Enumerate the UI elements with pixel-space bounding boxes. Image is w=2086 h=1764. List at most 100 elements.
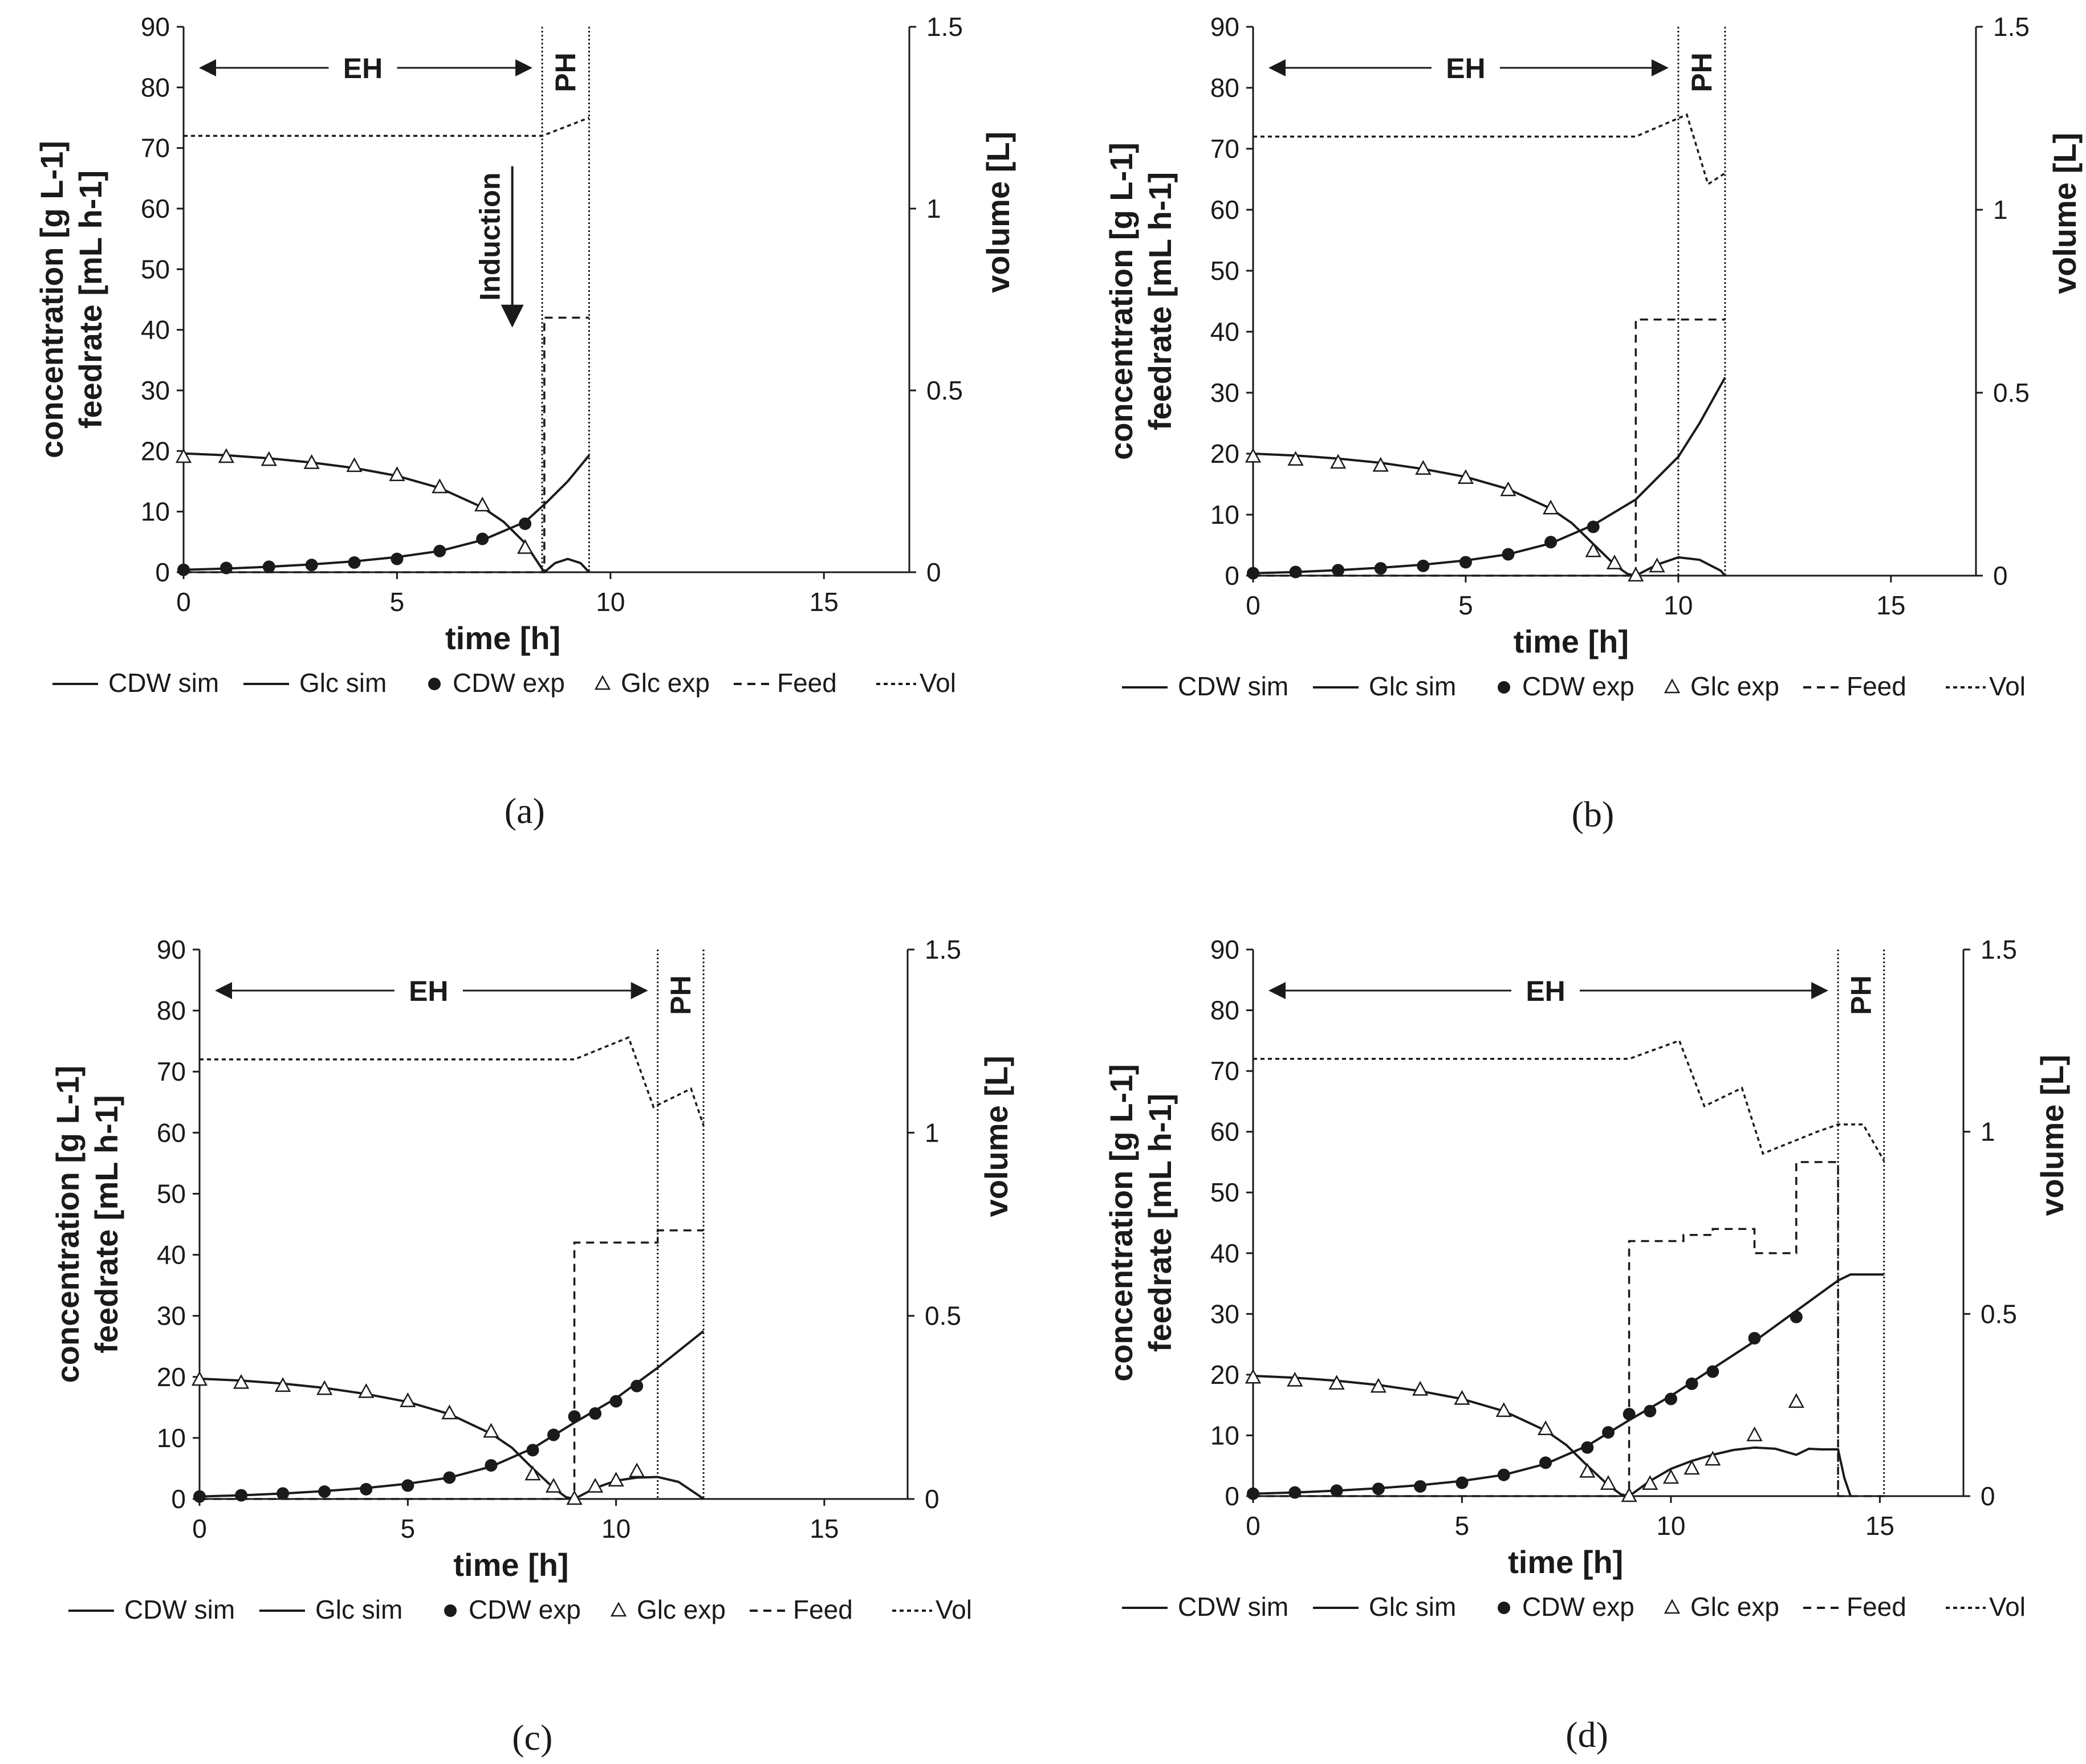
cdw-exp-point [1288, 1486, 1302, 1499]
glc-exp-point [1746, 1426, 1763, 1441]
series-glc-sim-line [1253, 1375, 1852, 1497]
phase-label-ph: PH [550, 52, 582, 92]
y-tick-label: 40 [1210, 1239, 1239, 1268]
x-tick-label: 0 [176, 587, 191, 617]
cdw-exp-point [391, 552, 404, 565]
glc-exp-point [1372, 457, 1389, 472]
glc-exp-point [389, 466, 405, 482]
y2-axis-label: volume [L] [2047, 133, 2083, 294]
cdw-exp-point [276, 1487, 290, 1500]
legend-label: Glc sim [1369, 1592, 1456, 1622]
legend-label: CDW sim [1178, 671, 1288, 701]
legend-swatch [610, 1602, 627, 1617]
y-axis-label-concentration: concentration [g L-1] [1103, 1064, 1139, 1382]
glc-exp-point [316, 1380, 333, 1395]
phase-label-eh: EH [409, 975, 448, 1007]
glc-exp-point [432, 478, 448, 494]
phase-label-eh: EH [1526, 975, 1565, 1007]
y-tick-label: 0 [1225, 561, 1239, 590]
cdw-exp-point [1706, 1365, 1719, 1378]
legend-label: Glc sim [1369, 671, 1456, 701]
glc-exp-point [1454, 1390, 1470, 1405]
panel-b: 0 10 20 30 40 50 60 70 80 90 0 0.5 1 1.5 0 5 10 15 time [h… [1103, 12, 2083, 834]
x-tick-label: 0 [1246, 1511, 1260, 1541]
y-axis-label-feedrate: feedrate [mL h-1] [1142, 1094, 1178, 1352]
glc-exp-point [1537, 1420, 1554, 1436]
glc-exp-point [1649, 557, 1665, 573]
glc-exp-point [587, 1477, 604, 1493]
cdw-exp-point [1372, 1482, 1385, 1496]
y-tick-label: 50 [1210, 1178, 1239, 1207]
y-tick-label: 30 [157, 1301, 186, 1331]
y-tick-label: 90 [1210, 935, 1239, 964]
legend-label: Feed [793, 1595, 853, 1624]
cdw-exp-point [1748, 1331, 1761, 1345]
legend-label: CDW exp [1522, 671, 1634, 701]
legend: CDW sim Glc sim CDW exp Glc exp Feed Vol [1122, 1592, 2026, 1622]
glc-exp-point [1684, 1460, 1700, 1475]
glc-exp-point [400, 1392, 416, 1407]
glc-exp-point [1642, 1475, 1658, 1490]
cdw-exp-point [1417, 559, 1430, 572]
phase-label-eh: EH [343, 52, 383, 84]
cdw-exp-point [631, 1379, 644, 1392]
glc-exp-point [233, 1374, 250, 1389]
phase-label-ph: PH [665, 975, 697, 1015]
legend-label: Vol [1989, 671, 2026, 701]
y2-tick-label: 0.5 [1981, 1299, 2017, 1329]
y-axis-label-concentration: concentration [g L-1] [50, 1066, 86, 1383]
y2-tick-label: 0.5 [926, 376, 963, 405]
y-tick-label: 70 [1210, 1056, 1239, 1086]
glc-exp-point [608, 1472, 624, 1487]
glc-exp-point [1621, 1487, 1637, 1502]
series-feed-line [1253, 1161, 1884, 1497]
legend-label: Glc exp [621, 668, 710, 698]
legend-swatch [1498, 681, 1510, 694]
glc-exp-point [441, 1404, 458, 1420]
glc-exp-point [1628, 567, 1644, 582]
panel-caption: (a) [505, 791, 545, 831]
cdw-exp-point [485, 1459, 498, 1472]
cdw-exp-point [1685, 1377, 1698, 1390]
glc-exp-point [1606, 554, 1623, 569]
cdw-exp-point [547, 1428, 560, 1441]
series-feed-line [200, 1229, 704, 1500]
glc-exp-point [303, 454, 320, 469]
y-tick-label: 80 [1210, 73, 1239, 103]
x-tick-label: 5 [1455, 1511, 1470, 1541]
cdw-exp-point [1247, 567, 1259, 580]
x-tick-label: 10 [601, 1514, 631, 1543]
legend-label: Feed [1847, 671, 1906, 701]
y-tick-label: 20 [141, 436, 170, 466]
cdw-exp-point [1581, 1441, 1594, 1454]
x-tick-label: 5 [390, 587, 405, 617]
legend-swatch [1664, 1599, 1681, 1614]
cdw-exp-point [318, 1485, 331, 1498]
cdw-exp-point [1664, 1392, 1677, 1406]
legend-label: CDW sim [108, 668, 219, 698]
y2-tick-label: 1 [1981, 1117, 1995, 1147]
y-tick-label: 60 [141, 194, 170, 223]
cdw-exp-point [1289, 565, 1302, 579]
series-feed-line [1253, 318, 1725, 577]
cdw-exp-point [1539, 1456, 1552, 1469]
glc-exp-point [1585, 542, 1601, 557]
glc-exp-point [346, 457, 363, 472]
series-feed-line [184, 316, 589, 573]
cdw-exp-point [1587, 520, 1600, 533]
cdw-exp-point [1414, 1480, 1427, 1493]
cdw-exp-point [1497, 1468, 1510, 1481]
legend-label: Glc sim [315, 1595, 402, 1624]
cdw-exp-point [1455, 1476, 1469, 1489]
y2-tick-label: 1.5 [926, 12, 963, 42]
cdw-exp-point [401, 1479, 414, 1492]
cdw-exp-point [1623, 1408, 1636, 1421]
x-tick-label: 15 [1876, 590, 1905, 620]
series-glc-sim-line [1253, 453, 1726, 577]
y-tick-label: 0 [1225, 1481, 1239, 1511]
y-axis-label-feedrate: feedrate [mL h-1] [1142, 172, 1178, 430]
glc-exp-point [218, 448, 234, 463]
y-tick-label: 20 [157, 1362, 186, 1392]
x-tick-label: 10 [596, 587, 625, 617]
